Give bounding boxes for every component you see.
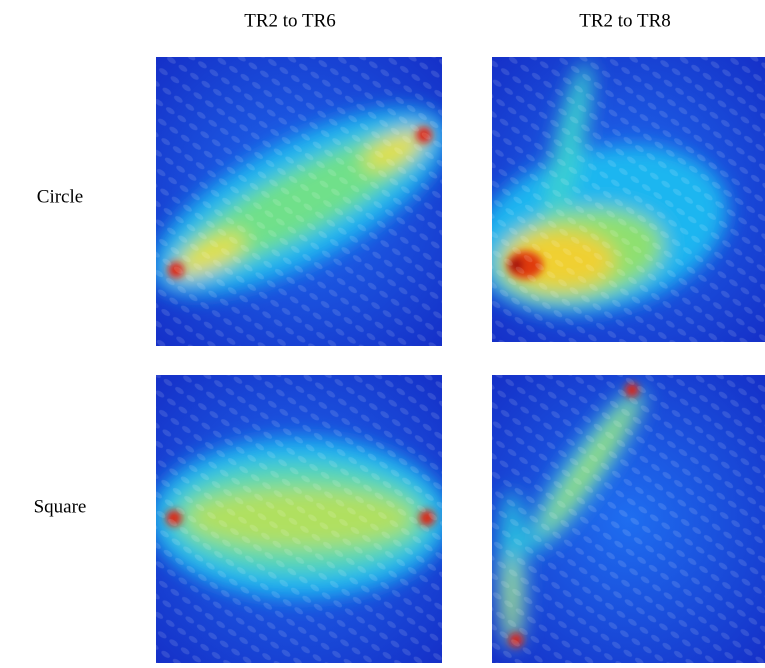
column-label: TR2 to TR8 [579, 10, 671, 31]
heatmap [492, 57, 765, 342]
row-label: Circle [37, 186, 83, 207]
heatmap [492, 375, 765, 663]
heatmap [156, 57, 442, 346]
heatmap [156, 375, 442, 663]
row-label: Square [34, 496, 87, 517]
column-label: TR2 to TR6 [244, 10, 336, 31]
